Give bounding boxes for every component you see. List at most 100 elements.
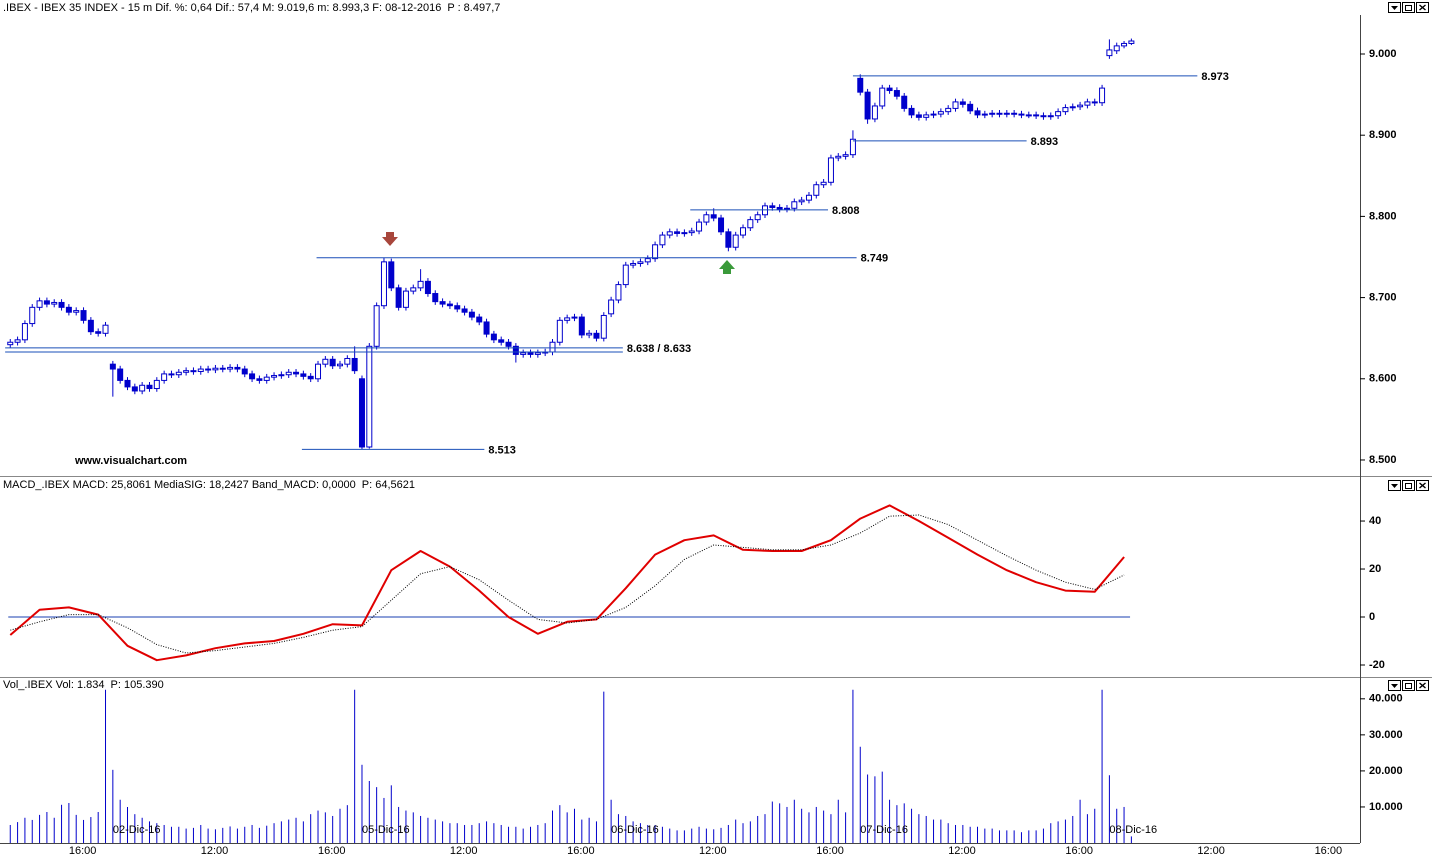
- level-label: 8.638 / 8.633: [627, 343, 691, 355]
- candle-body: [395, 287, 402, 308]
- candle-body: [696, 221, 703, 232]
- candle-body: [622, 264, 629, 286]
- y-tick-label: -20: [1369, 659, 1385, 671]
- x-tick-label: 16:00: [816, 845, 844, 857]
- y-tick-label: 0: [1369, 611, 1375, 623]
- level-label: 8.808: [832, 205, 860, 217]
- candle-body: [337, 363, 343, 367]
- candle-body: [600, 314, 607, 339]
- candle-body: [241, 368, 248, 375]
- candle-body: [827, 157, 834, 183]
- candle-body: [967, 103, 974, 112]
- candle-body: [527, 352, 534, 355]
- candle-body: [1121, 42, 1128, 47]
- candle-body: [1069, 106, 1076, 109]
- y-tick-label: 8.900: [1369, 129, 1397, 141]
- maximize-button[interactable]: [1402, 480, 1415, 491]
- candle-body: [747, 219, 754, 229]
- candle-body: [871, 105, 878, 120]
- candle-body: [776, 206, 783, 210]
- candle-body: [1099, 87, 1106, 104]
- level-label: 8.893: [1031, 136, 1059, 148]
- candle-body: [1062, 107, 1069, 113]
- candle-body: [1055, 111, 1062, 117]
- panel-title: MACD_.IBEX MACD: 25,8061 MediaSIG: 18,24…: [3, 479, 356, 491]
- candle-body: [36, 300, 43, 308]
- y-tick-label: 20.000: [1369, 765, 1403, 777]
- candle-body: [901, 95, 908, 109]
- candle-body: [373, 305, 380, 347]
- candle-body: [7, 341, 14, 346]
- candle-body: [329, 358, 336, 367]
- candle-body: [556, 319, 563, 343]
- watermark: www.visualchart.com: [74, 455, 187, 467]
- candle-body: [43, 300, 50, 305]
- candle-body: [14, 339, 21, 343]
- candle-body: [923, 114, 930, 118]
- macd-line: [9, 504, 1125, 662]
- candle-body: [549, 341, 556, 353]
- candle-body: [1128, 40, 1135, 44]
- candle-body: [315, 363, 322, 380]
- candle-body: [945, 107, 952, 113]
- candle-body: [146, 384, 153, 390]
- candle-body: [197, 368, 204, 372]
- candle-body: [410, 287, 417, 292]
- y-tick-label: 8.500: [1369, 454, 1397, 466]
- maximize-icon: [1405, 483, 1412, 489]
- candle-body: [351, 357, 358, 372]
- candle-body: [805, 194, 812, 201]
- candle-body: [981, 113, 988, 116]
- candle-body: [168, 373, 175, 376]
- y-tick-label: 40: [1369, 515, 1381, 527]
- candle-body: [666, 231, 673, 236]
- candle-body: [930, 113, 937, 116]
- candle-body: [1025, 114, 1032, 117]
- candle-body: [131, 386, 138, 392]
- candle-body: [80, 310, 87, 321]
- y-tick-label: 40.000: [1369, 693, 1403, 705]
- level-label: 8.513: [488, 444, 516, 456]
- minimize-icon: [1391, 684, 1398, 688]
- close-icon: [1419, 682, 1426, 689]
- level-label: 8.973: [1201, 71, 1229, 83]
- candle-body: [322, 358, 329, 365]
- candle-body: [380, 261, 387, 307]
- candle-body: [615, 284, 622, 301]
- candle-body: [644, 258, 651, 263]
- candle-body: [21, 323, 28, 341]
- candle-body: [1003, 112, 1010, 115]
- candle-body: [908, 107, 915, 116]
- candle-body: [1113, 45, 1120, 52]
- candle-body: [534, 352, 541, 355]
- candle-body: [740, 227, 747, 236]
- candle-body: [468, 311, 475, 318]
- x-tick-label: 12:00: [699, 845, 727, 857]
- candle-body: [51, 301, 58, 305]
- candle-body: [358, 378, 365, 448]
- y-tick-label: 8.700: [1369, 291, 1397, 303]
- candle-body: [161, 373, 168, 381]
- candle-body: [263, 376, 270, 381]
- candle-body: [725, 231, 732, 248]
- candle-body: [1018, 113, 1025, 116]
- candle-body: [703, 214, 710, 223]
- candle-body: [732, 234, 739, 248]
- candle-body: [630, 262, 637, 266]
- candle-body: [73, 310, 80, 313]
- maximize-button[interactable]: [1402, 680, 1415, 691]
- maximize-button[interactable]: [1402, 2, 1415, 13]
- panel-title-p: P: 64,5621: [362, 479, 415, 491]
- candle-body: [29, 306, 36, 325]
- candle-body: [754, 214, 761, 221]
- x-tick-label: 16:00: [69, 845, 97, 857]
- candle-body: [1091, 101, 1098, 104]
- candle-body: [446, 303, 453, 307]
- candle-body: [952, 101, 959, 109]
- candle-body: [718, 217, 725, 233]
- candle-body: [937, 111, 944, 115]
- candle-body: [1047, 115, 1054, 118]
- candle-body: [439, 301, 446, 305]
- minimize-icon: [1391, 6, 1398, 10]
